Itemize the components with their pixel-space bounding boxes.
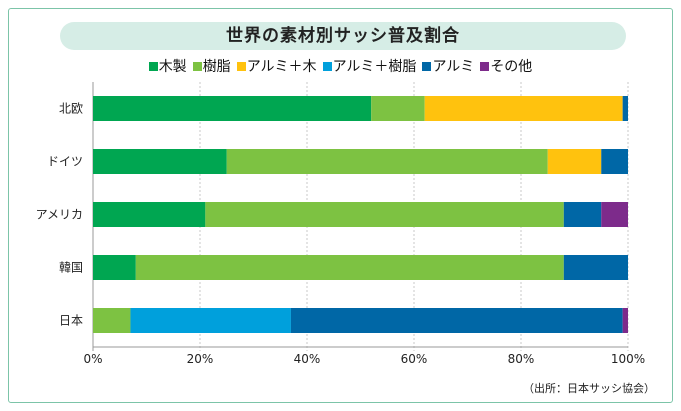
bar-segment (135, 255, 564, 280)
bar-segment (371, 96, 425, 121)
legend-item: アルミ＋樹脂 (322, 56, 417, 76)
x-tick-label: 20% (187, 352, 214, 366)
bar-segment (622, 96, 628, 121)
x-tick-label: 100% (611, 352, 645, 366)
legend-item: その他 (480, 56, 532, 76)
chart-title: 世界の素材別サッシ普及割合 (226, 26, 460, 46)
bar-segment (563, 202, 602, 227)
bar-segment (622, 308, 628, 333)
legend-swatch (148, 61, 158, 71)
legend-item: 木製 (148, 56, 187, 76)
bar-segment (601, 202, 628, 227)
legend-item: 樹脂 (192, 56, 231, 76)
legend-label: アルミ＋木 (246, 59, 317, 75)
bar-segment (93, 308, 131, 333)
legend-label: アルミ＋樹脂 (332, 59, 417, 75)
bar-segment (205, 202, 564, 227)
x-tick-label: 40% (294, 352, 321, 366)
x-tick-label: 60% (401, 352, 428, 366)
bar-segment (130, 308, 291, 333)
category-label: 韓国 (59, 261, 83, 275)
legend-label: アルミ (432, 59, 475, 75)
legend-label: 樹脂 (202, 59, 231, 75)
bar-segment (563, 255, 628, 280)
x-tick-label: 0% (83, 352, 102, 366)
bar-segment (290, 308, 623, 333)
category-label: 日本 (59, 314, 83, 328)
legend-item: アルミ＋木 (236, 56, 317, 76)
legend-swatch (192, 61, 202, 71)
legend-swatch (322, 61, 332, 71)
bar-segment (424, 96, 623, 121)
legend: 木製 樹脂 アルミ＋木 アルミ＋樹脂 アルミ その他 (0, 56, 681, 76)
legend-label: その他 (490, 59, 533, 75)
category-label: 北欧 (59, 102, 83, 116)
source-note: （出所：日本サッシ協会） (523, 382, 655, 395)
legend-label: 木製 (158, 59, 187, 75)
title-bar: 世界の素材別サッシ普及割合 (60, 22, 626, 50)
bar-segment (93, 255, 136, 280)
legend-swatch (236, 61, 246, 71)
category-label: アメリカ (36, 208, 83, 222)
bar-segment (93, 96, 372, 121)
legend-swatch (422, 61, 432, 71)
legend-item: アルミ (422, 56, 474, 76)
bar-segment (601, 149, 628, 174)
category-label: ドイツ (47, 155, 83, 169)
bar-segment (93, 202, 206, 227)
bar-segment (226, 149, 548, 174)
legend-swatch (480, 61, 490, 71)
x-tick-label: 80% (508, 352, 535, 366)
bar-segment (547, 149, 602, 174)
bar-segment (93, 149, 227, 174)
